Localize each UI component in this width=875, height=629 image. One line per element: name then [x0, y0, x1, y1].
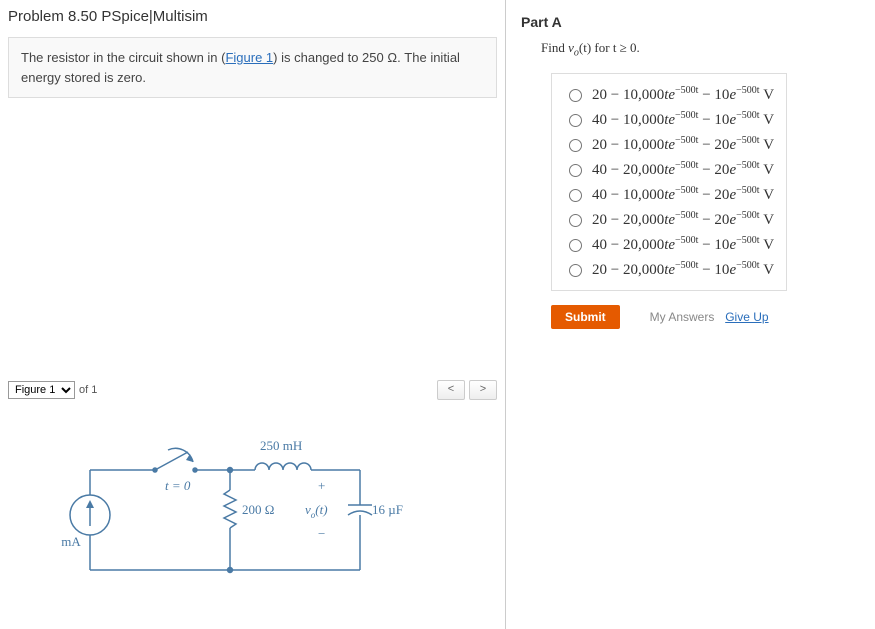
answer-radio[interactable] — [569, 114, 582, 127]
give-up-link[interactable]: Give Up — [725, 310, 768, 324]
figure-count: of 1 — [79, 384, 97, 396]
resistor-label: 200 Ω — [242, 502, 274, 517]
answer-expression: 40 − 10,000te−500t − 20e−500t V — [592, 185, 774, 204]
answer-expression: 20 − 10,000te−500t − 10e−500t V — [592, 85, 774, 104]
answer-option[interactable]: 40 − 20,000te−500t − 10e−500t V — [564, 232, 774, 257]
figure-toolbar: Figure 1 of 1 < > — [8, 380, 497, 400]
desc-pre: The resistor in the circuit shown in ( — [21, 50, 225, 65]
answer-expression: 40 − 20,000te−500t − 20e−500t V — [592, 160, 774, 179]
answer-radio[interactable] — [569, 139, 582, 152]
answer-expression: 40 − 20,000te−500t − 10e−500t V — [592, 235, 774, 254]
answer-radio[interactable] — [569, 189, 582, 202]
my-answers-label: My Answers — [650, 310, 715, 324]
next-figure-button[interactable]: > — [469, 380, 497, 400]
answer-expression: 40 − 10,000te−500t − 10e−500t V — [592, 110, 774, 129]
figure-select[interactable]: Figure 1 — [8, 381, 75, 399]
answer-option[interactable]: 40 − 10,000te−500t − 10e−500t V — [564, 107, 774, 132]
answer-radio[interactable] — [569, 89, 582, 102]
answer-radio[interactable] — [569, 239, 582, 252]
part-a-title: Part A — [521, 14, 860, 30]
answer-expression: 20 − 20,000te−500t − 20e−500t V — [592, 210, 774, 229]
answer-options: 20 − 10,000te−500t − 10e−500t V 40 − 10,0… — [551, 73, 787, 291]
switch-time-label: t = 0 — [165, 478, 191, 493]
answer-option[interactable]: 20 − 10,000te−500t − 10e−500t V — [564, 82, 774, 107]
problem-title: Problem 8.50 PSpice|Multisim — [0, 0, 505, 37]
answer-option[interactable]: 20 − 20,000te−500t − 10e−500t V — [564, 257, 774, 282]
prev-figure-button[interactable]: < — [437, 380, 465, 400]
circuit-diagram: 250 mH t = 0 80 mA 200 Ω + vo(t) − 16 µF — [60, 420, 420, 600]
vo-minus: − — [318, 526, 325, 541]
vo-label: vo(t) — [305, 502, 328, 520]
answer-expression: 20 − 20,000te−500t − 10e−500t V — [592, 260, 774, 279]
answer-option[interactable]: 20 − 10,000te−500t − 20e−500t V — [564, 132, 774, 157]
problem-description: The resistor in the circuit shown in (Fi… — [8, 37, 497, 98]
capacitor-label: 16 µF — [372, 502, 403, 517]
answer-expression: 20 − 10,000te−500t − 20e−500t V — [592, 135, 774, 154]
answer-radio[interactable] — [569, 214, 582, 227]
find-prompt: Find vo(t) for t ≥ 0. — [541, 40, 860, 59]
vo-plus: + — [318, 478, 325, 493]
current-source-label: 80 mA — [60, 534, 81, 549]
answer-option[interactable]: 40 − 10,000te−500t − 20e−500t V — [564, 182, 774, 207]
inductor-label: 250 mH — [260, 438, 302, 453]
submit-button[interactable]: Submit — [551, 305, 620, 329]
answer-option[interactable]: 20 − 20,000te−500t − 20e−500t V — [564, 207, 774, 232]
answer-option[interactable]: 40 − 20,000te−500t − 20e−500t V — [564, 157, 774, 182]
answer-radio[interactable] — [569, 164, 582, 177]
answer-radio[interactable] — [569, 264, 582, 277]
figure-link[interactable]: Figure 1 — [225, 50, 273, 65]
